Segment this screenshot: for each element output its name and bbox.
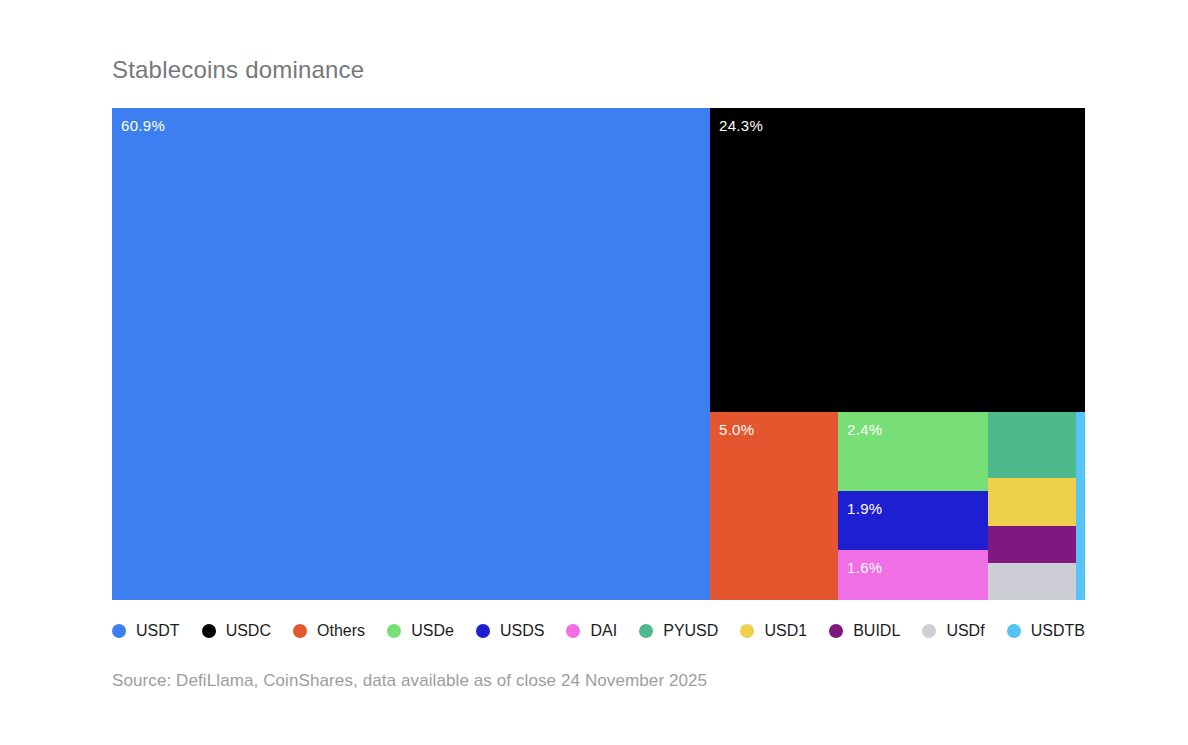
legend-item-usds[interactable]: USDS	[476, 622, 544, 640]
legend-dot-icon	[476, 624, 490, 638]
treemap-tile-usdf[interactable]	[988, 563, 1076, 600]
tile-value-label: 1.9%	[847, 500, 882, 517]
tile-value-label: 5.0%	[719, 421, 754, 438]
legend-item-usd1[interactable]: USD1	[740, 622, 807, 640]
legend-item-pyusd[interactable]: PYUSD	[639, 622, 718, 640]
legend-label: USD1	[764, 622, 807, 640]
treemap-tile-usdtb[interactable]	[1076, 412, 1085, 600]
legend-dot-icon	[922, 624, 936, 638]
legend-item-usde[interactable]: USDe	[387, 622, 454, 640]
legend-label: Others	[317, 622, 365, 640]
legend-dot-icon	[829, 624, 843, 638]
legend-dot-icon	[202, 624, 216, 638]
tile-value-label: 60.9%	[121, 117, 165, 134]
treemap-tile-others[interactable]: 5.0%	[710, 412, 838, 600]
legend-item-usdf[interactable]: USDf	[922, 622, 984, 640]
legend-item-usdt[interactable]: USDT	[112, 622, 180, 640]
legend-item-dai[interactable]: DAI	[566, 622, 617, 640]
treemap-tile-buidl[interactable]	[988, 526, 1076, 563]
legend-label: USDf	[946, 622, 984, 640]
legend-label: USDTB	[1031, 622, 1085, 640]
source-note: Source: DefiLlama, CoinShares, data avai…	[112, 671, 1085, 691]
legend-label: DAI	[590, 622, 617, 640]
treemap-legend: USDT USDC Others USDe USDS DAI PYUSD USD1 BUIDL U…	[112, 622, 1085, 640]
legend-label: BUIDL	[853, 622, 900, 640]
legend-dot-icon	[293, 624, 307, 638]
tile-value-label: 2.4%	[847, 421, 882, 438]
stablecoins-treemap: 60.9% 24.3% 5.0% 2.4% 1.9% 1.6%	[112, 108, 1085, 600]
legend-item-usdtb[interactable]: USDTB	[1007, 622, 1085, 640]
legend-dot-icon	[740, 624, 754, 638]
treemap-tile-usd1[interactable]	[988, 478, 1076, 526]
legend-label: USDC	[226, 622, 271, 640]
legend-label: USDT	[136, 622, 180, 640]
legend-dot-icon	[387, 624, 401, 638]
treemap-tile-usds[interactable]: 1.9%	[838, 491, 988, 550]
legend-dot-icon	[566, 624, 580, 638]
legend-dot-icon	[1007, 624, 1021, 638]
treemap-tile-usde[interactable]: 2.4%	[838, 412, 988, 491]
legend-label: USDe	[411, 622, 454, 640]
legend-dot-icon	[112, 624, 126, 638]
tile-value-label: 1.6%	[847, 559, 882, 576]
legend-item-others[interactable]: Others	[293, 622, 365, 640]
tile-value-label: 24.3%	[719, 117, 763, 134]
legend-item-usdc[interactable]: USDC	[202, 622, 271, 640]
legend-label: USDS	[500, 622, 544, 640]
chart-title: Stablecoins dominance	[112, 56, 1085, 85]
legend-dot-icon	[639, 624, 653, 638]
treemap-tile-usdt[interactable]: 60.9%	[112, 108, 710, 600]
stablecoins-dominance-card: Stablecoins dominance 60.9% 24.3% 5.0% 2.4%…	[112, 0, 1085, 691]
treemap-tile-pyusd[interactable]	[988, 412, 1076, 478]
treemap-tile-dai[interactable]: 1.6%	[838, 550, 988, 600]
treemap-tile-usdc[interactable]: 24.3%	[710, 108, 1085, 412]
legend-label: PYUSD	[663, 622, 718, 640]
legend-item-buidl[interactable]: BUIDL	[829, 622, 900, 640]
